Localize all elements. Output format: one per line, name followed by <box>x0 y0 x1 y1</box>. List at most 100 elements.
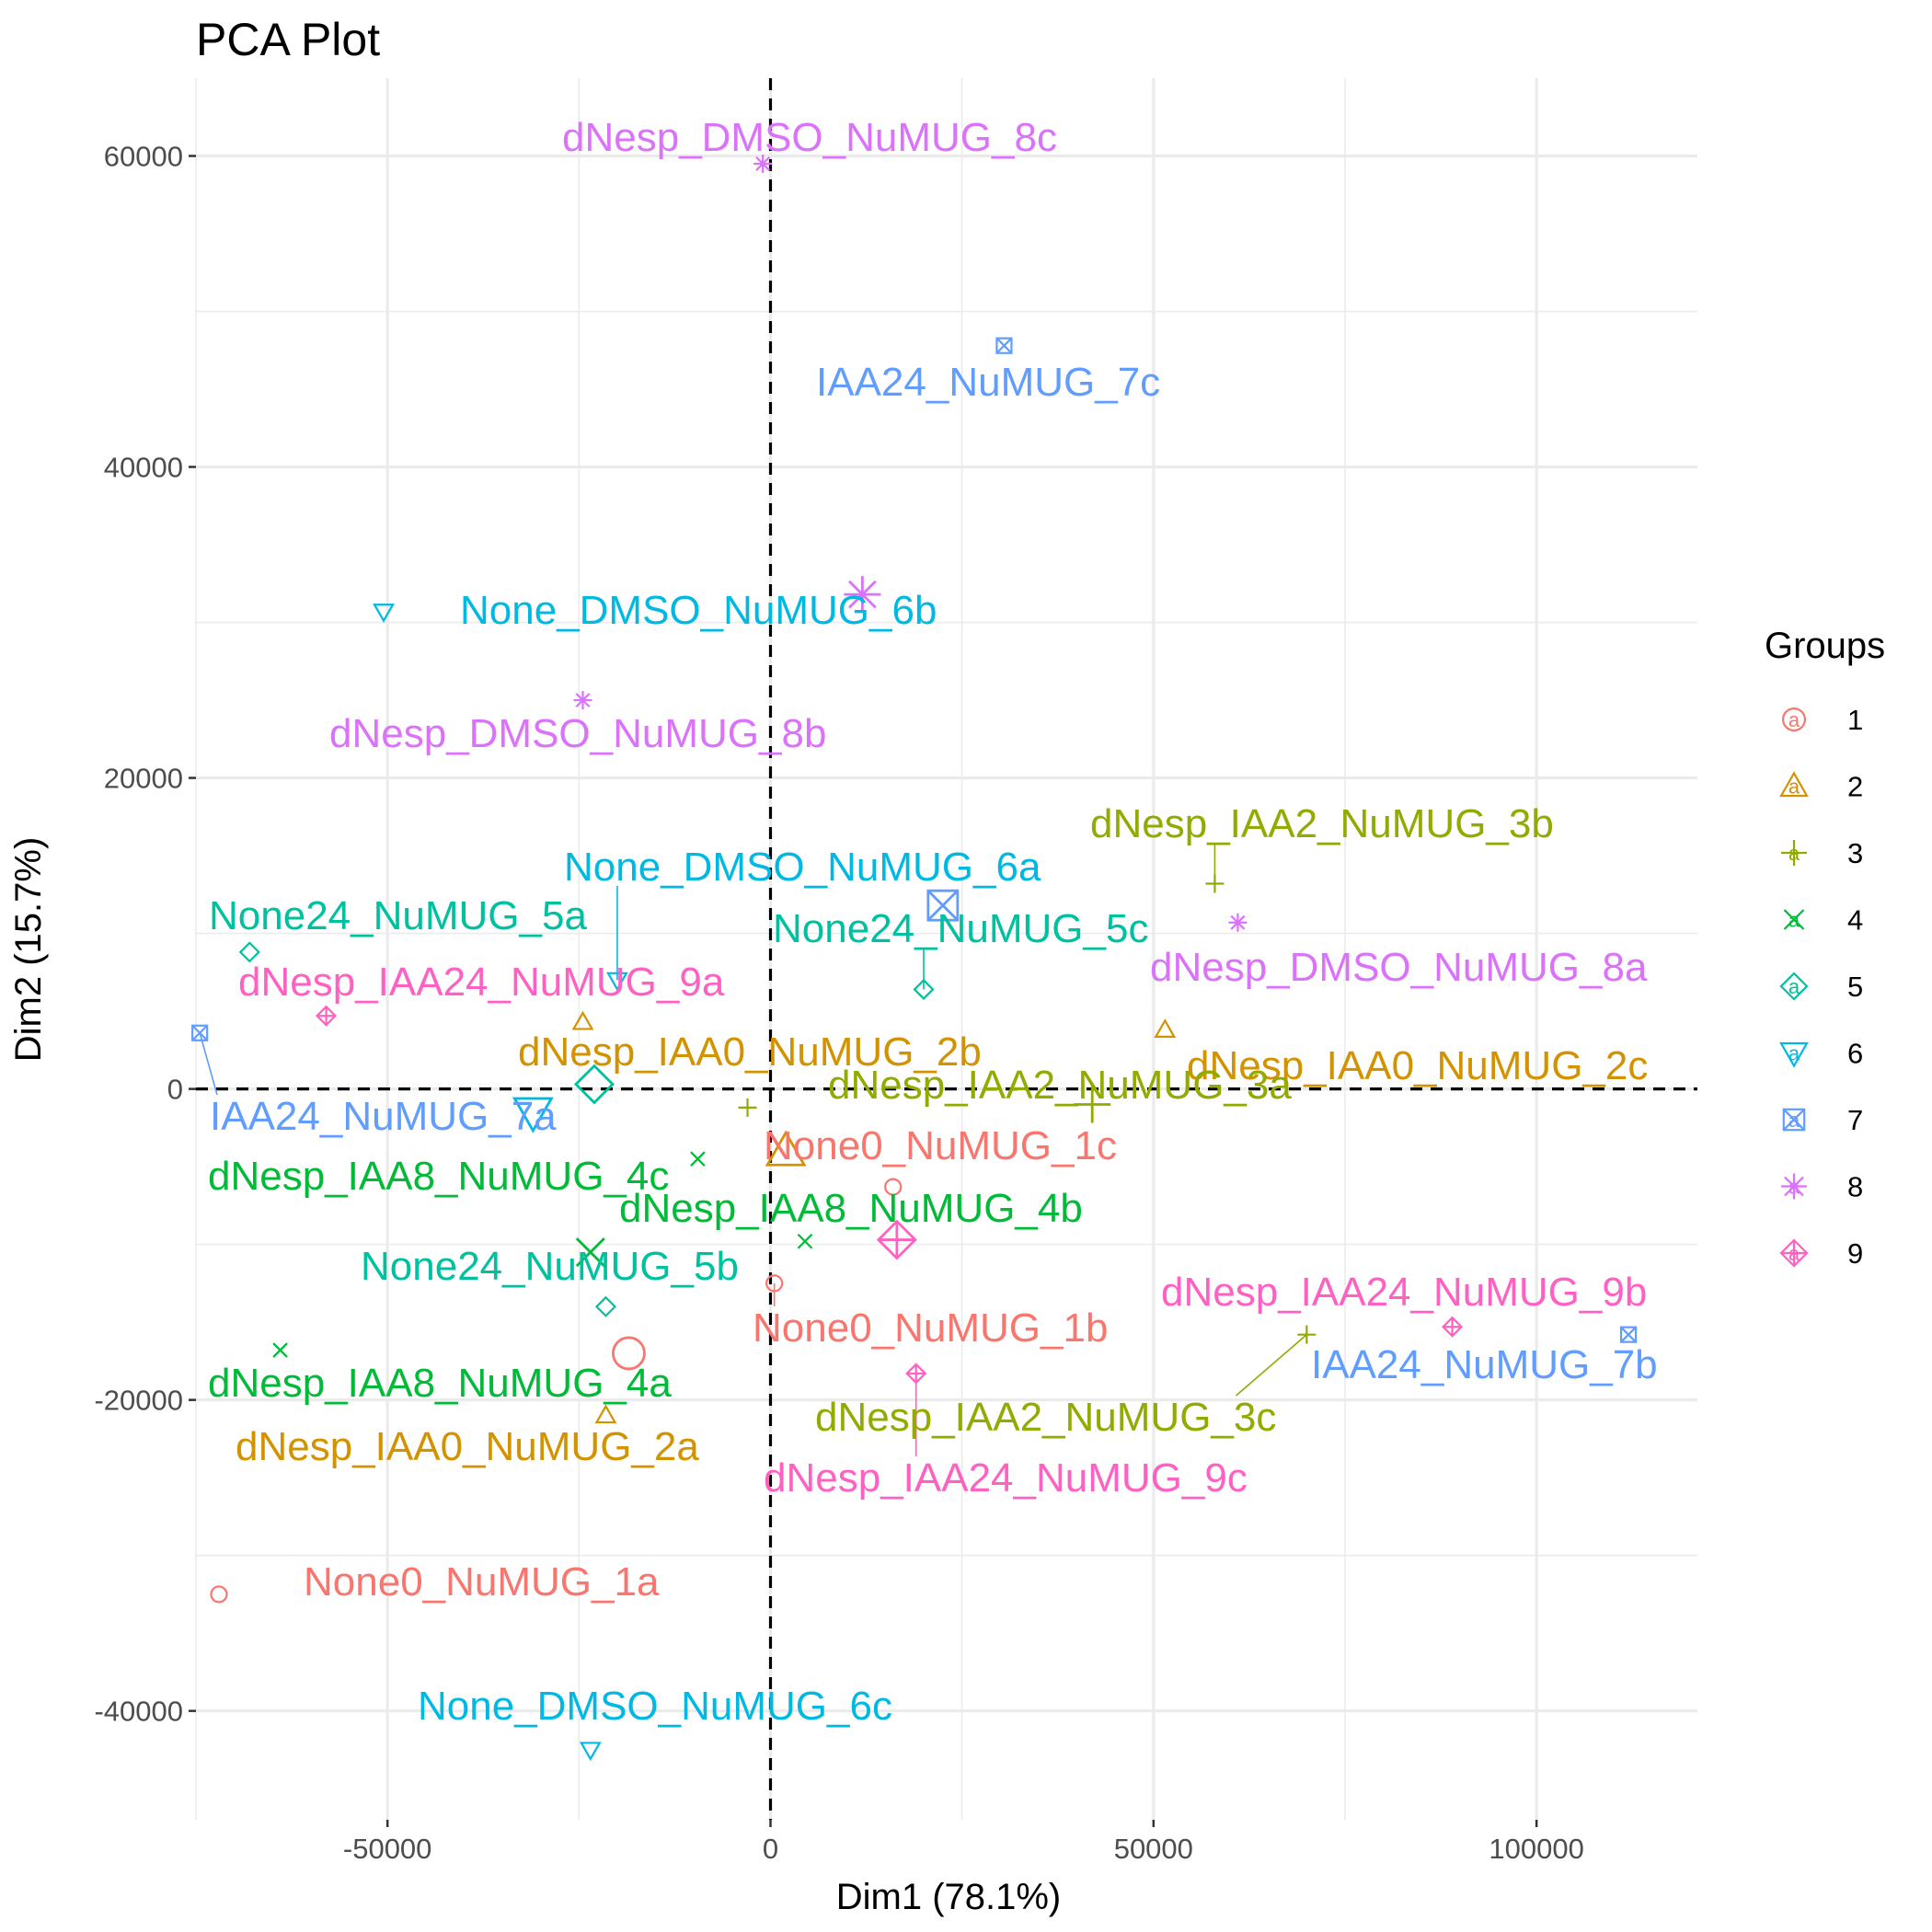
legend-key-3 <box>1781 840 1807 866</box>
y-tick-label: 40000 <box>104 452 183 484</box>
point-label-dNesp_DMSO_NuMUG_8a: dNesp_DMSO_NuMUG_8a <box>1150 945 1648 990</box>
legend-key-glyph: a <box>1788 1176 1800 1199</box>
legend-key-5 <box>1779 972 1809 1001</box>
point-dNesp_DMSO_NuMUG_8b <box>573 691 592 710</box>
legend-key-9 <box>1779 1238 1809 1268</box>
centroid-group-6 <box>512 1097 554 1133</box>
legend-key-glyph: a <box>1788 708 1800 731</box>
point-dNesp_DMSO_NuMUG_8a <box>1228 913 1248 932</box>
centroid-group-1 <box>612 1336 646 1371</box>
y-axis-title: Dim2 (15.7%) <box>8 837 49 1063</box>
legend-key-glyph: a <box>1788 909 1800 932</box>
point-label-dNesp_IAA2_NuMUG_3c: dNesp_IAA2_NuMUG_3c <box>815 1395 1276 1440</box>
point-label-dNesp_IAA0_NuMUG_2a: dNesp_IAA0_NuMUG_2a <box>236 1424 699 1469</box>
legend-label: 5 <box>1847 971 1863 1003</box>
point-label-None24_NuMUG_5c: None24_NuMUG_5c <box>773 906 1148 951</box>
legend-label: 4 <box>1847 904 1863 937</box>
connector-dNesp_IAA2_NuMUG_3c <box>1235 1334 1307 1397</box>
point-dNesp_IAA8_NuMUG_4c <box>690 1151 706 1167</box>
x-tick-label: 0 <box>763 1833 778 1865</box>
point-IAA24_NuMUG_7b <box>1619 1326 1638 1343</box>
legend-key-glyph: a <box>1788 1109 1800 1132</box>
legend-title: Groups <box>1765 626 1885 666</box>
point-label-IAA24_NuMUG_7a: IAA24_NuMUG_7a <box>210 1094 557 1139</box>
point-label-dNesp_DMSO_NuMUG_8b: dNesp_DMSO_NuMUG_8b <box>329 711 826 756</box>
legend-label: 9 <box>1847 1237 1863 1270</box>
point-dNesp_IAA0_NuMUG_2c <box>1154 1018 1177 1038</box>
point-dNesp_IAA2_NuMUG_3b <box>1205 874 1225 893</box>
centroid-group-3 <box>1074 1086 1111 1123</box>
legend-key-2 <box>1779 771 1809 798</box>
point-None0_NuMUG_1a <box>210 1585 228 1604</box>
point-label-None0_NuMUG_1b: None0_NuMUG_1b <box>753 1305 1108 1351</box>
point-None_DMSO_NuMUG_6b <box>373 604 395 623</box>
legend-key-4 <box>1783 909 1805 930</box>
point-label-dNesp_IAA24_NuMUG_9a: dNesp_IAA24_NuMUG_9a <box>238 960 725 1005</box>
point-dNesp_IAA0_NuMUG_2a <box>594 1404 617 1424</box>
point-label-None_DMSO_NuMUG_6c: None_DMSO_NuMUG_6c <box>418 1684 892 1729</box>
legend-label: 6 <box>1847 1038 1863 1070</box>
legend-key-glyph: a <box>1788 975 1800 998</box>
x-tick-label: 100000 <box>1489 1833 1583 1865</box>
group-centroids <box>512 576 1111 1371</box>
y-tick-label: 60000 <box>104 141 183 173</box>
y-tick-label: 20000 <box>104 763 183 795</box>
legend-label: 1 <box>1847 704 1863 736</box>
legend-key-glyph: a <box>1788 1242 1800 1265</box>
point-label-None0_NuMUG_1a: None0_NuMUG_1a <box>304 1559 660 1604</box>
legend-key-8 <box>1781 1173 1807 1200</box>
x-axis-title: Dim1 (78.1%) <box>836 1877 1062 1917</box>
point-label-dNesp_DMSO_NuMUG_8c: dNesp_DMSO_NuMUG_8c <box>562 115 1057 160</box>
point-dNesp_IAA0_NuMUG_2b <box>571 1010 594 1030</box>
reference-lines <box>196 78 1697 1820</box>
point-label-None0_NuMUG_1c: None0_NuMUG_1c <box>764 1123 1117 1168</box>
legend-key-glyph: a <box>1788 842 1800 865</box>
point-dNesp_IAA2_NuMUG_3a <box>738 1098 757 1117</box>
x-tick-label: -50000 <box>343 1833 432 1865</box>
point-label-IAA24_NuMUG_7c: IAA24_NuMUG_7c <box>816 360 1160 405</box>
legend-label: 7 <box>1847 1104 1863 1136</box>
point-None_DMSO_NuMUG_6c <box>579 1742 602 1762</box>
legend-key-1 <box>1781 707 1806 731</box>
y-tick-label: -40000 <box>94 1696 183 1728</box>
centroid-group-2 <box>765 1130 807 1167</box>
point-label-dNesp_IAA8_NuMUG_4b: dNesp_IAA8_NuMUG_4b <box>619 1186 1083 1231</box>
centroid-group-7 <box>926 889 960 922</box>
centroid-group-4 <box>575 1237 605 1268</box>
point-label-None_DMSO_NuMUG_6b: None_DMSO_NuMUG_6b <box>460 588 937 633</box>
point-label-dNesp_IAA2_NuMUG_3a: dNesp_IAA2_NuMUG_3a <box>828 1063 1292 1108</box>
point-label-dNesp_IAA8_NuMUG_4a: dNesp_IAA8_NuMUG_4a <box>208 1361 672 1406</box>
legend: Groups a 1a 2a 3a 4a 5a 6a 7a 8a 9 <box>1765 626 1885 1270</box>
point-dNesp_IAA24_NuMUG_9a <box>315 1005 338 1027</box>
point-label-dNesp_IAA8_NuMUG_4c: dNesp_IAA8_NuMUG_4c <box>208 1154 669 1199</box>
point-dNesp_IAA8_NuMUG_4a <box>272 1342 288 1358</box>
point-label-dNesp_IAA0_NuMUG_2b: dNesp_IAA0_NuMUG_2b <box>518 1029 982 1075</box>
point-dNesp_IAA24_NuMUG_9c <box>905 1363 927 1385</box>
point-dNesp_IAA2_NuMUG_3c <box>1297 1325 1317 1344</box>
centroid-group-9 <box>876 1219 917 1260</box>
point-None24_NuMUG_5a <box>238 941 260 963</box>
chart-title: PCA Plot <box>196 14 380 65</box>
legend-key-glyph: a <box>1788 776 1800 799</box>
x-tick-label: 50000 <box>1114 1833 1193 1865</box>
point-None_DMSO_NuMUG_6a <box>606 972 628 992</box>
point-dNesp_IAA8_NuMUG_4b <box>797 1233 813 1249</box>
legend-key-6 <box>1779 1041 1809 1068</box>
y-tick-label: -20000 <box>94 1385 183 1417</box>
point-None0_NuMUG_1b <box>765 1274 784 1293</box>
point-dNesp_IAA24_NuMUG_9b <box>1441 1316 1464 1338</box>
data-points <box>191 154 1638 1762</box>
centroid-group-8 <box>844 576 881 614</box>
point-label-IAA24_NuMUG_7b: IAA24_NuMUG_7b <box>1311 1342 1658 1387</box>
point-label-dNesp_IAA24_NuMUG_9c: dNesp_IAA24_NuMUG_9c <box>764 1455 1248 1501</box>
